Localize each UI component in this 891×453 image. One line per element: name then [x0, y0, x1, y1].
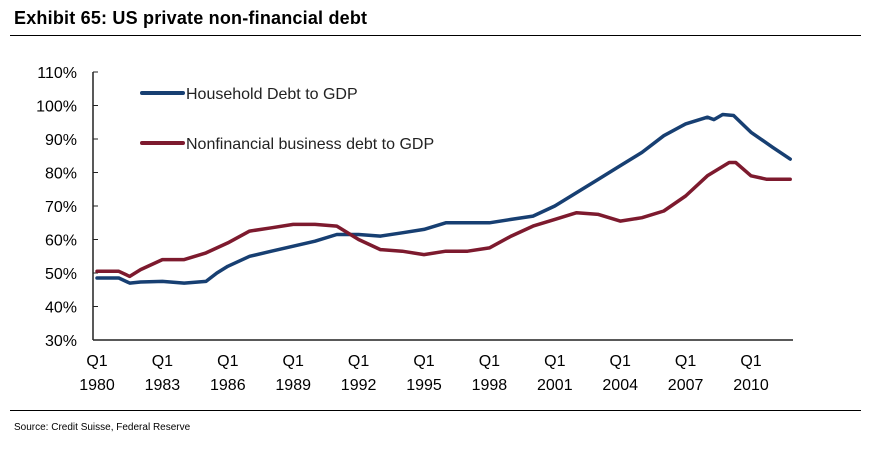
footer-divider	[10, 410, 861, 411]
source-note: Source: Credit Suisse, Federal Reserve	[14, 422, 191, 433]
x-tick-quarter: Q1	[675, 353, 696, 370]
legend-label: Household Debt to GDP	[186, 86, 358, 103]
y-tick-label: 70%	[45, 199, 77, 216]
x-tick-quarter: Q1	[348, 353, 369, 370]
x-tick-quarter: Q1	[479, 353, 500, 370]
y-tick-label: 110%	[37, 65, 77, 82]
y-tick-label: 90%	[45, 132, 77, 149]
x-tick-label: 1986	[210, 377, 246, 394]
x-tick-label: 1983	[145, 377, 181, 394]
y-tick-label: 100%	[36, 99, 77, 116]
y-tick-label: 60%	[45, 233, 77, 250]
y-tick-label: 80%	[45, 166, 77, 183]
x-tick-label: 1992	[341, 377, 377, 394]
series-line-household	[95, 112, 792, 285]
chart-title: Exhibit 65: US private non-financial deb…	[14, 8, 368, 28]
x-tick-quarter: Q1	[544, 353, 565, 370]
title-divider	[10, 35, 861, 36]
x-tick-label: 2007	[668, 377, 704, 394]
y-tick-label: 30%	[45, 333, 77, 350]
series-line-business	[95, 160, 792, 279]
x-tick-label: 2001	[537, 377, 573, 394]
x-tick-quarter: Q1	[283, 353, 304, 370]
legend-label: Nonfinancial business debt to GDP	[186, 136, 434, 153]
x-tick-label: 1998	[472, 377, 508, 394]
x-tick-quarter: Q1	[217, 353, 238, 370]
x-tick-label: 2004	[602, 377, 638, 394]
y-tick-label: 40%	[45, 300, 77, 317]
x-tick-quarter: Q1	[413, 353, 434, 370]
x-tick-label: 2010	[733, 377, 769, 394]
y-tick-label: 50%	[45, 266, 77, 283]
x-tick-quarter: Q1	[740, 353, 761, 370]
x-tick-label: 1980	[79, 377, 115, 394]
x-tick-label: 1995	[406, 377, 442, 394]
x-tick-quarter: Q1	[152, 353, 173, 370]
x-tick-label: 1989	[275, 377, 311, 394]
x-tick-quarter: Q1	[610, 353, 631, 370]
x-tick-quarter: Q1	[86, 353, 107, 370]
